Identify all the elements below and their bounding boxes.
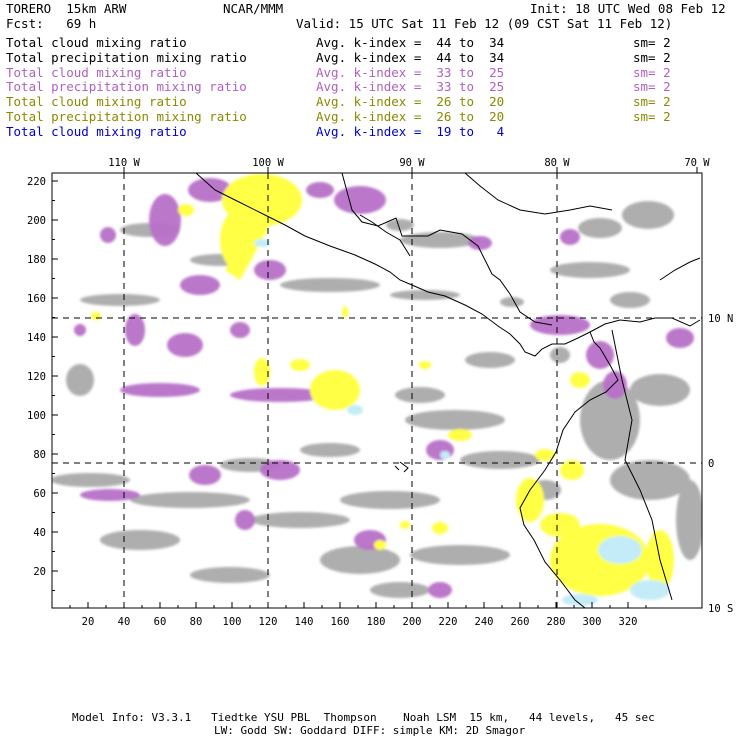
legend-sm: sm= 2 [633, 109, 671, 124]
lat-label: 0 [708, 458, 714, 470]
lon-label: 80 W [544, 157, 570, 169]
legend-kindex: Avg. k-index = 26 to 20 [316, 109, 505, 124]
x-tick-label: 160 [331, 616, 350, 628]
x-tick-label: 100 [223, 616, 242, 628]
axis-ticks [52, 167, 698, 608]
org-label: NCAR/MMM [223, 1, 284, 16]
x-tick-label: 60 [154, 616, 167, 628]
lat-lon-grid [52, 173, 702, 608]
forecast-hour: Fcst: 69 h [6, 16, 97, 31]
y-tick-label: 140 [27, 332, 46, 344]
y-tick-label: 220 [27, 176, 46, 188]
legend-row: Total precipitation mixing ratio Avg. k-i… [6, 49, 726, 65]
y-tick-label: 200 [27, 215, 46, 227]
legend-row: Total cloud mixing ratio Avg. k-index = 3… [6, 64, 726, 80]
footer-physics-info: LW: Godd SW: Goddard DIFF: simple KM: 2D… [214, 724, 526, 737]
lon-label: 110 W [108, 157, 140, 169]
x-tick-label: 320 [619, 616, 638, 628]
axis-labels: 20 40 60 80 100 120 140 160 180 200 220 240 260 280 30… [27, 157, 733, 628]
legend-field: Total cloud mixing ratio [6, 35, 187, 50]
legend-kindex: Avg. k-index = 26 to 20 [316, 94, 505, 110]
legend-sm: sm= 2 [633, 79, 671, 95]
legend-kindex: Avg. k-index = 33 to 25 [316, 79, 505, 95]
legend-field: Total cloud mixing ratio [6, 64, 187, 80]
x-tick-label: 300 [583, 616, 602, 628]
lat-label: 10 N [708, 313, 733, 325]
x-tick-label: 80 [190, 616, 203, 628]
cloud-gray-layer [52, 201, 702, 598]
y-tick-label: 80 [33, 449, 46, 461]
x-tick-label: 40 [118, 616, 131, 628]
legend-row: Total cloud mixing ratio Avg. k-index = 1… [6, 123, 726, 139]
legend-kindex: Avg. k-index = 33 to 25 [316, 64, 505, 80]
x-tick-label: 240 [475, 616, 494, 628]
legend-kindex: Avg. k-index = 19 to 4 [316, 123, 505, 139]
y-tick-label: 160 [27, 293, 46, 305]
x-tick-label: 180 [367, 616, 386, 628]
x-tick-label: 20 [82, 616, 95, 628]
y-tick-label: 180 [27, 254, 46, 266]
lon-label: 90 W [399, 157, 425, 169]
legend-field: Total precipitation mixing ratio [6, 109, 247, 124]
legend-kindex: Avg. k-index = 44 to 34 [316, 35, 505, 50]
lon-label: 70 W [684, 157, 710, 169]
model-title: TORERO 15km ARW [6, 1, 127, 16]
legend-row: Total cloud mixing ratio Avg. k-index = 2… [6, 95, 726, 109]
cloud-lightblue-layer [254, 239, 670, 606]
y-tick-label: 120 [27, 371, 46, 383]
x-tick-label: 120 [259, 616, 278, 628]
init-time: Init: 18 UTC Wed 08 Feb 12 [530, 1, 726, 16]
y-tick-label: 60 [33, 488, 46, 500]
y-tick-label: 100 [27, 410, 46, 422]
x-tick-label: 140 [295, 616, 314, 628]
legend-row: Total cloud mixing ratio Avg. k-index = 4… [6, 36, 726, 50]
coastlines [195, 173, 701, 608]
lon-label: 100 W [252, 157, 284, 169]
y-tick-label: 20 [33, 566, 46, 578]
x-tick-label: 280 [547, 616, 566, 628]
x-tick-label: 260 [511, 616, 530, 628]
map-frame [51, 172, 703, 609]
legend-row: Total precipitation mixing ratio Avg. k-i… [6, 110, 726, 124]
footer-model-info: Model Info: V3.3.1 Tiedtke YSU PBL Thomp… [72, 711, 655, 724]
lat-label: 10 S [708, 603, 733, 615]
valid-time: Valid: 15 UTC Sat 11 Feb 12 (09 CST Sat … [296, 16, 673, 31]
legend-sm: sm= 2 [633, 49, 671, 65]
y-tick-label: 40 [33, 527, 46, 539]
legend-sm: sm= 2 [633, 94, 671, 110]
legend-row: Total precipitation mixing ratio Avg. k-i… [6, 80, 726, 94]
legend-field: Total precipitation mixing ratio [6, 79, 247, 95]
legend-field: Total precipitation mixing ratio [6, 49, 247, 65]
x-tick-label: 220 [439, 616, 458, 628]
legend-field: Total cloud mixing ratio [6, 94, 187, 110]
legend-sm: sm= 2 [633, 35, 671, 50]
legend-sm: sm= 2 [633, 64, 671, 80]
x-tick-label: 200 [403, 616, 422, 628]
legend-field: Total cloud mixing ratio [6, 123, 187, 139]
cloud-purple-layer [74, 178, 694, 598]
legend-kindex: Avg. k-index = 44 to 34 [316, 49, 505, 65]
